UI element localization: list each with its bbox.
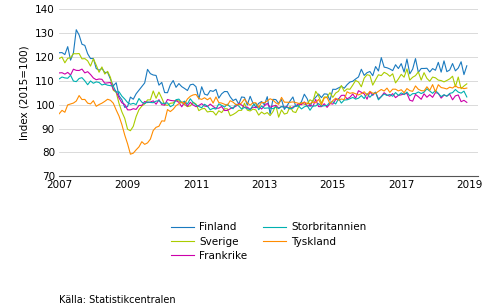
Sverige [395, 77, 401, 81]
Tyskland [392, 87, 398, 91]
Storbritannien [119, 94, 125, 98]
Tyskland [464, 86, 470, 90]
Storbritannien [395, 94, 401, 97]
Tyskland [116, 114, 122, 118]
Line: Storbritannien: Storbritannien [59, 75, 467, 110]
Frankrike [119, 101, 125, 105]
Sverige [56, 57, 62, 60]
Finland [119, 98, 125, 102]
Frankrike [88, 73, 94, 76]
Frankrike [395, 94, 401, 97]
Y-axis label: Index (2015=100): Index (2015=100) [20, 45, 30, 140]
Sverige [352, 79, 358, 82]
Frankrike [56, 71, 62, 75]
Frankrike [221, 109, 227, 112]
Finland [464, 64, 470, 67]
Tyskland [350, 91, 356, 95]
Storbritannien [88, 79, 94, 83]
Frankrike [464, 101, 470, 104]
Storbritannien [56, 77, 62, 81]
Finland [56, 51, 62, 54]
Sverige [128, 129, 134, 133]
Tyskland [184, 97, 190, 101]
Storbritannien [307, 109, 313, 112]
Tyskland [387, 91, 393, 94]
Sverige [119, 110, 125, 114]
Finland [184, 89, 190, 92]
Storbritannien [184, 102, 190, 106]
Line: Tyskland: Tyskland [59, 85, 467, 154]
Frankrike [390, 92, 396, 95]
Sverige [187, 104, 193, 108]
Tyskland [85, 101, 91, 105]
Line: Sverige: Sverige [59, 54, 467, 131]
Frankrike [352, 96, 358, 100]
Line: Finland: Finland [59, 30, 467, 114]
Frankrike [79, 67, 85, 71]
Text: Källa: Statistikcentralen: Källa: Statistikcentralen [59, 295, 176, 304]
Tyskland [128, 152, 134, 156]
Sverige [76, 52, 82, 55]
Sverige [464, 82, 470, 86]
Finland [390, 69, 396, 72]
Tyskland [429, 83, 435, 86]
Tyskland [56, 112, 62, 116]
Finland [88, 57, 94, 60]
Sverige [88, 64, 94, 68]
Line: Frankrike: Frankrike [59, 69, 467, 111]
Finland [267, 112, 273, 116]
Finland [352, 77, 358, 81]
Storbritannien [68, 74, 73, 77]
Finland [73, 28, 79, 32]
Storbritannien [352, 97, 358, 101]
Finland [395, 67, 401, 70]
Storbritannien [390, 95, 396, 98]
Sverige [390, 72, 396, 76]
Storbritannien [464, 95, 470, 99]
Legend: Finland, Sverige, Frankrike, Storbritannien, Tyskland: Finland, Sverige, Frankrike, Storbritann… [167, 218, 370, 265]
Frankrike [184, 105, 190, 108]
